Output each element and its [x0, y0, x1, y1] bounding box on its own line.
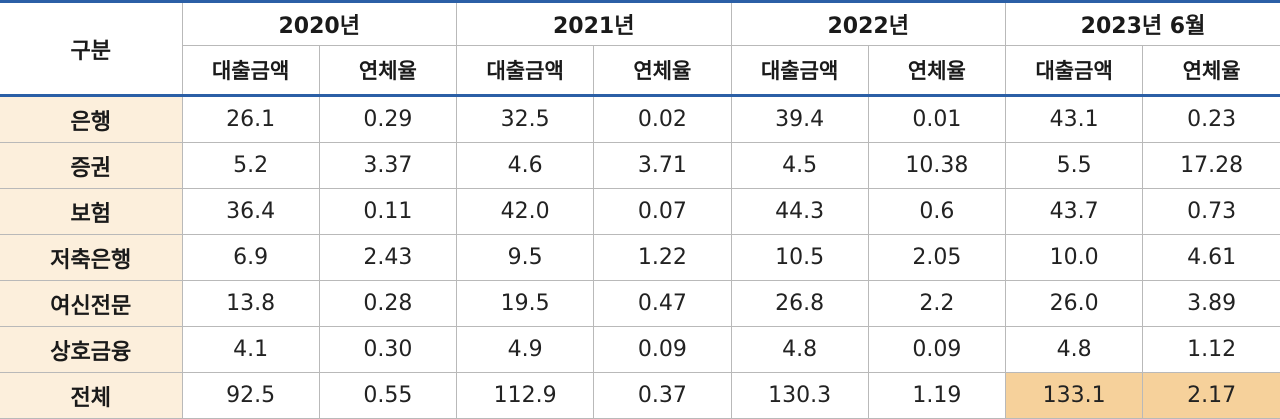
highlighted-cell: 133.1 [1006, 373, 1143, 419]
sub-header-delinquency-rate: 연체율 [868, 46, 1005, 96]
table-cell: 4.5 [731, 143, 868, 189]
sub-header-loan-amount: 대출금액 [182, 46, 319, 96]
table-cell: 13.8 [182, 281, 319, 327]
table-cell: 17.28 [1143, 143, 1280, 189]
table-cell: 2.05 [868, 235, 1005, 281]
table-cell: 5.2 [182, 143, 319, 189]
table-cell: 1.22 [594, 235, 731, 281]
table-cell: 26.8 [731, 281, 868, 327]
table-cell: 6.9 [182, 235, 319, 281]
table-cell: 42.0 [457, 189, 594, 235]
year-header-2022: 2022년 [731, 3, 1006, 46]
table-cell: 9.5 [457, 235, 594, 281]
table-cell: 2.2 [868, 281, 1005, 327]
row-label: 은행 [0, 96, 182, 143]
table-cell: 1.12 [1143, 327, 1280, 373]
table-cell: 0.73 [1143, 189, 1280, 235]
row-label: 여신전문 [0, 281, 182, 327]
table-cell: 39.4 [731, 96, 868, 143]
table-cell: 4.6 [457, 143, 594, 189]
row-label: 보험 [0, 189, 182, 235]
row-label: 증권 [0, 143, 182, 189]
table-cell: 0.55 [319, 373, 456, 419]
table-row: 저축은행 6.9 2.43 9.5 1.22 10.5 2.05 10.0 4.… [0, 235, 1280, 281]
table-cell: 0.37 [594, 373, 731, 419]
table-cell: 0.6 [868, 189, 1005, 235]
table-cell: 4.8 [731, 327, 868, 373]
table-cell: 43.7 [1006, 189, 1143, 235]
year-header-2020: 2020년 [182, 3, 457, 46]
table-cell: 10.5 [731, 235, 868, 281]
sub-header-loan-amount: 대출금액 [457, 46, 594, 96]
sub-header-delinquency-rate: 연체율 [1143, 46, 1280, 96]
table-cell: 0.07 [594, 189, 731, 235]
table-cell: 0.11 [319, 189, 456, 235]
table-cell: 10.0 [1006, 235, 1143, 281]
table-row: 여신전문 13.8 0.28 19.5 0.47 26.8 2.2 26.0 3… [0, 281, 1280, 327]
sub-header-loan-amount: 대출금액 [731, 46, 868, 96]
table-cell: 3.71 [594, 143, 731, 189]
year-header-2023-june: 2023년 6월 [1006, 3, 1280, 46]
category-header: 구분 [0, 3, 182, 96]
table-cell: 43.1 [1006, 96, 1143, 143]
table-body: 은행 26.1 0.29 32.5 0.02 39.4 0.01 43.1 0.… [0, 96, 1280, 419]
table-cell: 130.3 [731, 373, 868, 419]
table-cell: 44.3 [731, 189, 868, 235]
year-header-2021: 2021년 [457, 3, 732, 46]
table-cell: 112.9 [457, 373, 594, 419]
table-cell: 4.9 [457, 327, 594, 373]
table-cell: 26.0 [1006, 281, 1143, 327]
table-cell: 0.09 [868, 327, 1005, 373]
table-row: 보험 36.4 0.11 42.0 0.07 44.3 0.6 43.7 0.7… [0, 189, 1280, 235]
table-cell: 0.29 [319, 96, 456, 143]
table-cell: 0.47 [594, 281, 731, 327]
table-cell: 5.5 [1006, 143, 1143, 189]
sub-header-loan-amount: 대출금액 [1006, 46, 1143, 96]
row-label: 전체 [0, 373, 182, 419]
table-cell: 0.01 [868, 96, 1005, 143]
table-cell: 0.09 [594, 327, 731, 373]
table-cell: 0.30 [319, 327, 456, 373]
table-cell: 3.37 [319, 143, 456, 189]
table-cell: 19.5 [457, 281, 594, 327]
row-label: 상호금융 [0, 327, 182, 373]
table-cell: 1.19 [868, 373, 1005, 419]
sub-header-delinquency-rate: 연체율 [594, 46, 731, 96]
table-cell: 10.38 [868, 143, 1005, 189]
table-cell: 3.89 [1143, 281, 1280, 327]
header-year-row: 구분 2020년 2021년 2022년 2023년 6월 [0, 3, 1280, 46]
table-cell: 4.8 [1006, 327, 1143, 373]
table-cell: 0.23 [1143, 96, 1280, 143]
sub-header-delinquency-rate: 연체율 [319, 46, 456, 96]
table-cell: 2.43 [319, 235, 456, 281]
table-cell: 0.28 [319, 281, 456, 327]
table-cell: 0.02 [594, 96, 731, 143]
row-label: 저축은행 [0, 235, 182, 281]
table-row: 은행 26.1 0.29 32.5 0.02 39.4 0.01 43.1 0.… [0, 96, 1280, 143]
table-cell: 4.61 [1143, 235, 1280, 281]
table-row: 증권 5.2 3.37 4.6 3.71 4.5 10.38 5.5 17.28 [0, 143, 1280, 189]
table-cell: 4.1 [182, 327, 319, 373]
header-metric-row: 대출금액 연체율 대출금액 연체율 대출금액 연체율 대출금액 연체율 [0, 46, 1280, 96]
table-cell: 26.1 [182, 96, 319, 143]
table-cell: 32.5 [457, 96, 594, 143]
loan-delinquency-table: 구분 2020년 2021년 2022년 2023년 6월 대출금액 연체율 대… [0, 3, 1280, 419]
table-row: 상호금융 4.1 0.30 4.9 0.09 4.8 0.09 4.8 1.12 [0, 327, 1280, 373]
table-row-total: 전체 92.5 0.55 112.9 0.37 130.3 1.19 133.1… [0, 373, 1280, 419]
table-cell: 92.5 [182, 373, 319, 419]
highlighted-cell: 2.17 [1143, 373, 1280, 419]
table-cell: 36.4 [182, 189, 319, 235]
